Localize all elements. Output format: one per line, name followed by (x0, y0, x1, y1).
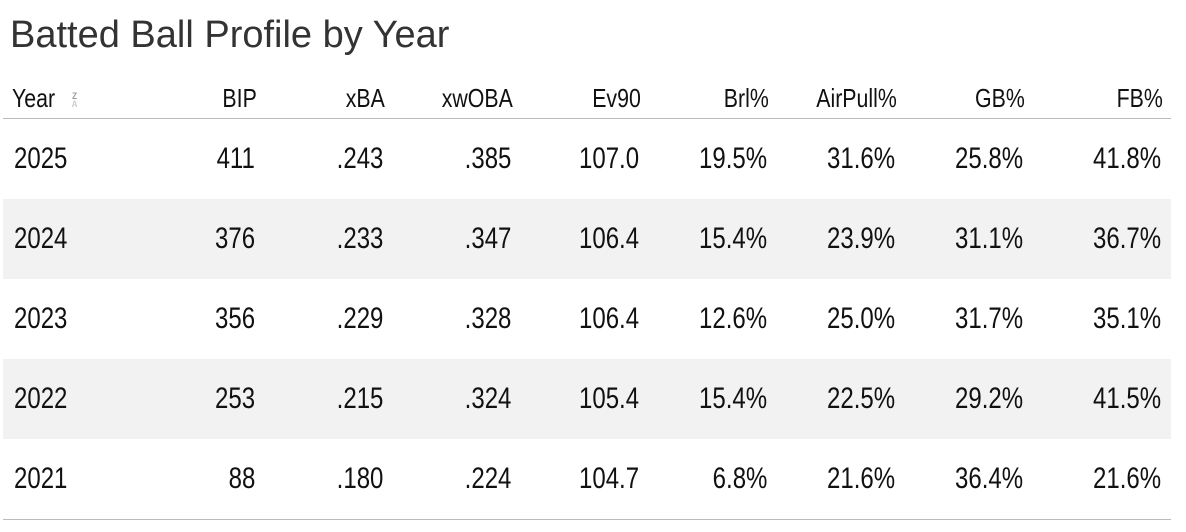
cell-gb-pct: 29.2% (905, 359, 1033, 439)
cell-airpull-pct: 21.6% (777, 439, 905, 520)
cell-airpull-pct: 23.9% (777, 199, 905, 279)
page-title: Batted Ball Profile by Year (10, 14, 450, 56)
column-header-ev90[interactable]: Ev90 (544, 78, 649, 119)
cell-gb-pct: 31.1% (905, 199, 1033, 279)
cell-brl-pct: 6.8% (649, 439, 777, 520)
cell-bip: 411 (216, 142, 255, 175)
table-row: 2023 356 .229 .328 106.4 12.6% 25.0% 31.… (3, 279, 1171, 359)
column-header-bip[interactable]: BIP (152, 78, 265, 119)
table-row: 2024 376 .233 .347 106.4 15.4% 23.9% 31.… (3, 199, 1171, 279)
cell-ev90: 104.7 (521, 439, 649, 520)
column-header-year[interactable]: Year Z A (3, 78, 106, 119)
cell-year: 2021 (3, 439, 128, 520)
column-header-label: Year (12, 82, 56, 113)
cell-year: 2023 (14, 302, 68, 335)
cell-ev90: 105.4 (521, 359, 649, 439)
column-header-xba[interactable]: xBA (288, 78, 393, 119)
cell-gb-pct: 36.4% (905, 439, 1033, 520)
cell-xba: .233 (265, 199, 393, 279)
cell-airpull-pct: 22.5% (777, 359, 905, 439)
cell-xba: .180 (265, 439, 393, 520)
column-header-brl-pct[interactable]: Brl% (672, 78, 777, 119)
cell-airpull-pct: 25.0% (826, 302, 895, 335)
column-header-gb-pct[interactable]: GB% (928, 78, 1033, 119)
cell-xba: .215 (265, 359, 393, 439)
cell-xwoba: .347 (393, 199, 521, 279)
table-row: 2025 411 .243 .385 107.0 19.5% 31.6% 25.… (3, 119, 1171, 200)
cell-ev90: 106.4 (578, 302, 639, 335)
cell-bip: 88 (128, 439, 265, 520)
cell-brl-pct: 15.4% (649, 199, 777, 279)
table-row: 2021 88 .180 .224 104.7 6.8% 21.6% 36.4%… (3, 439, 1171, 520)
cell-bip: 356 (214, 302, 255, 335)
cell-xwoba: .224 (393, 439, 521, 520)
cell-brl-pct: 12.6% (698, 302, 767, 335)
table-header-row: Year Z A BIP xBA xwOBA Ev90 Brl% AirPull% … (3, 78, 1171, 119)
cell-fb-pct: 36.7% (1033, 199, 1171, 279)
batted-ball-table: Year Z A BIP xBA xwOBA Ev90 Brl% AirPull% … (3, 78, 1171, 520)
column-header-xwoba[interactable]: xwOBA (416, 78, 521, 119)
cell-year: 2022 (3, 359, 128, 439)
cell-year: 2025 (14, 142, 68, 175)
cell-xwoba: .324 (393, 359, 521, 439)
cell-bip: 376 (128, 199, 265, 279)
cell-gb-pct: 31.7% (954, 302, 1023, 335)
cell-fb-pct: 41.8% (1092, 142, 1161, 175)
table-row: 2022 253 .215 .324 105.4 15.4% 22.5% 29.… (3, 359, 1171, 439)
cell-fb-pct: 35.1% (1092, 302, 1161, 335)
cell-brl-pct: 19.5% (698, 142, 767, 175)
cell-xwoba: .385 (464, 142, 511, 175)
cell-fb-pct: 41.5% (1033, 359, 1171, 439)
cell-year: 2024 (3, 199, 128, 279)
cell-xwoba: .328 (464, 302, 511, 335)
cell-ev90: 106.4 (521, 199, 649, 279)
cell-gb-pct: 25.8% (954, 142, 1023, 175)
cell-ev90: 107.0 (578, 142, 639, 175)
cell-xba: .243 (336, 142, 383, 175)
cell-fb-pct: 21.6% (1033, 439, 1171, 520)
cell-brl-pct: 15.4% (649, 359, 777, 439)
column-header-airpull-pct[interactable]: AirPull% (800, 78, 905, 119)
cell-airpull-pct: 31.6% (826, 142, 895, 175)
column-header-fb-pct[interactable]: FB% (1057, 78, 1171, 119)
cell-xba: .229 (336, 302, 383, 335)
cell-bip: 253 (128, 359, 265, 439)
